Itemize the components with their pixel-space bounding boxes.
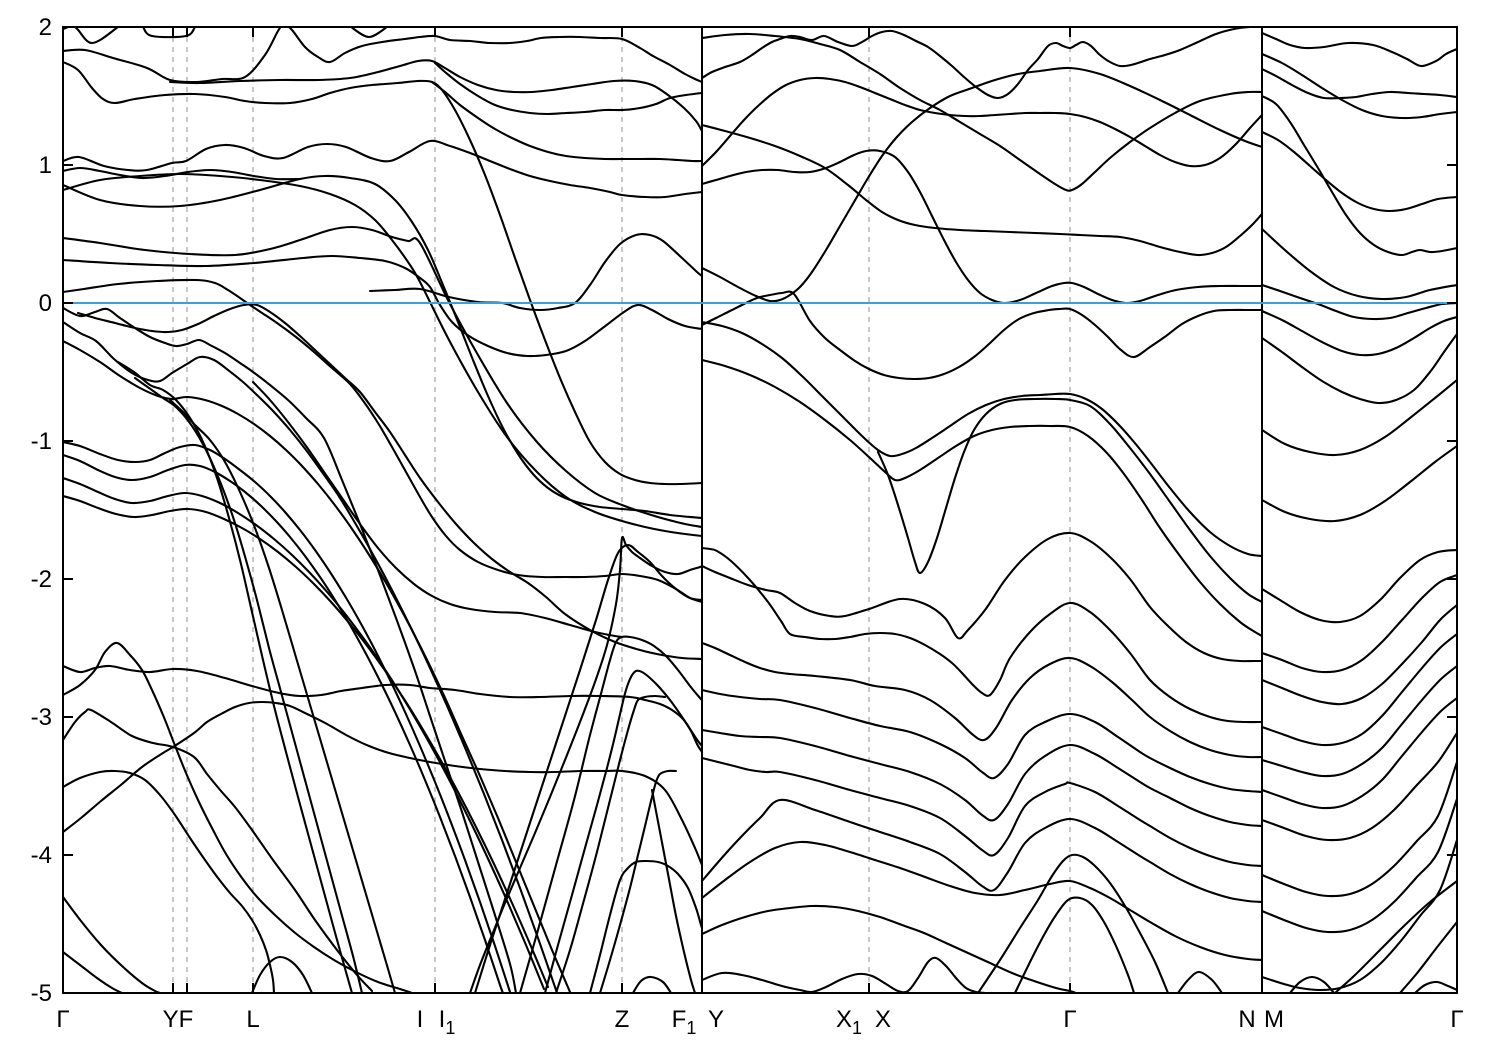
svg-text:N: N — [1238, 1006, 1255, 1033]
svg-text:Γ: Γ — [1063, 1006, 1076, 1033]
svg-text:-1: -1 — [31, 428, 52, 455]
svg-text:L: L — [246, 1006, 259, 1033]
svg-text:2: 2 — [39, 14, 52, 41]
svg-text:Y: Y — [708, 1006, 724, 1033]
svg-text:1: 1 — [39, 152, 52, 179]
svg-text:0: 0 — [39, 290, 52, 317]
svg-text:-3: -3 — [31, 704, 52, 731]
svg-text:-4: -4 — [31, 842, 52, 869]
svg-text:Z: Z — [615, 1006, 630, 1033]
svg-text:I: I — [417, 1006, 424, 1033]
svg-text:Γ: Γ — [56, 1006, 69, 1033]
svg-text:-5: -5 — [31, 980, 52, 1007]
svg-text:X: X — [875, 1006, 891, 1033]
svg-text:M: M — [1264, 1006, 1284, 1033]
svg-text:-2: -2 — [31, 566, 52, 593]
svg-text:Γ: Γ — [1450, 1006, 1463, 1033]
svg-text:YF: YF — [163, 1006, 194, 1033]
